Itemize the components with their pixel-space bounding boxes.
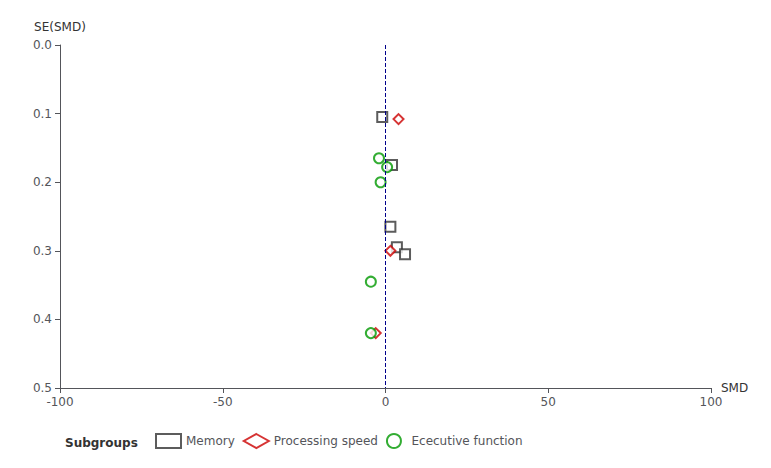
svg-text:0.5: 0.5 <box>33 381 52 395</box>
svg-text:0: 0 <box>382 395 390 409</box>
svg-text:0.3: 0.3 <box>33 244 52 258</box>
svg-text:0.2: 0.2 <box>33 175 52 189</box>
svg-text:-50: -50 <box>213 395 233 409</box>
svg-text:0.1: 0.1 <box>33 107 52 121</box>
svg-text:Memory: Memory <box>186 434 235 448</box>
svg-text:Processing speed: Processing speed <box>274 434 378 448</box>
svg-text:0.0: 0.0 <box>33 38 52 52</box>
svg-text:-100: -100 <box>46 395 73 409</box>
svg-text:0.4: 0.4 <box>33 312 52 326</box>
svg-text:100: 100 <box>700 395 723 409</box>
svg-text:Ececutive function: Ececutive function <box>411 434 522 448</box>
svg-text:SMD: SMD <box>721 381 748 395</box>
svg-text:SE(SMD): SE(SMD) <box>34 20 86 34</box>
svg-text:50: 50 <box>541 395 556 409</box>
svg-text:Subgroups: Subgroups <box>65 436 138 450</box>
